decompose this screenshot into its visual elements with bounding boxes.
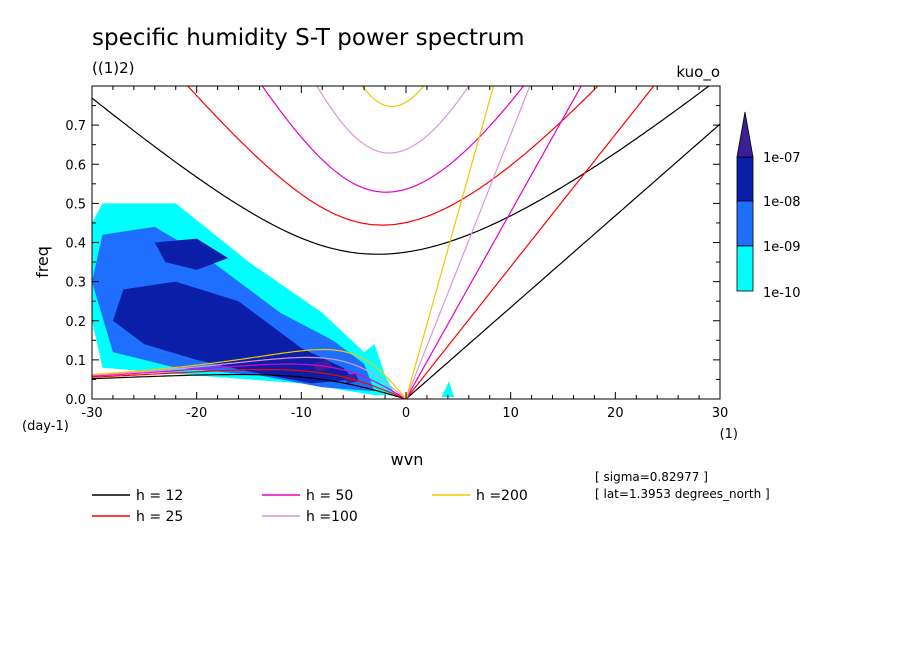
y-tick-label: 0.7 — [65, 119, 86, 134]
x-tick-label: -10 — [291, 406, 312, 421]
chart-subtitle: ((1)2) — [92, 59, 135, 77]
legend-label-2: h = 50 — [306, 488, 353, 504]
x-tick-label: -30 — [81, 406, 102, 421]
x-tick-label: 10 — [502, 406, 519, 421]
kelvin-wave-curve-h200 — [405, 86, 495, 399]
ig-wave-curve-h200 — [361, 86, 425, 108]
colorbar-segment-2 — [736, 156, 754, 203]
colorbar-segment-0 — [736, 245, 754, 292]
x-unit-label: (1) — [720, 427, 738, 442]
y-tick-label: 0.1 — [65, 354, 86, 369]
colorbar-extend-triangle — [736, 111, 754, 158]
ig-wave-curve-h100 — [316, 86, 470, 154]
legend: h = 12 h = 25 h = 50 h =100 h =200 — [92, 488, 528, 525]
ig-wave-curve-h50 — [261, 86, 525, 193]
y-tick-label: 0.5 — [65, 197, 86, 212]
colorbar-label: 1e-08 — [763, 195, 801, 210]
rossby-wave-curve-h25 — [92, 369, 407, 399]
colorbar: 1e-10 1e-09 1e-08 1e-07 — [736, 111, 801, 301]
y-tick-label: 0.4 — [65, 237, 86, 252]
x-tick-label: 30 — [712, 406, 729, 421]
plot-area — [92, 86, 720, 399]
chart-title: specific humidity S-T power spectrum — [92, 25, 524, 51]
y-tick-label: 0.6 — [65, 158, 86, 173]
legend-label-4: h =200 — [476, 488, 528, 504]
axes: -30 -20 -10 0 10 20 30 0.0 0.1 0.2 0.3 0.4 0.5 0.6 0.7 — [65, 85, 729, 421]
ig-wave-curve-h12 — [92, 86, 710, 255]
legend-label-0: h = 12 — [136, 488, 183, 504]
legend-label-3: h =100 — [306, 509, 358, 525]
x-tick-label: 0 — [402, 406, 410, 421]
kelvin-wave-curve-h50 — [405, 86, 582, 399]
y-tick-label: 0.2 — [65, 315, 86, 330]
y-tick-label: 0.0 — [65, 393, 86, 408]
kelvin-wave-curve-h12 — [405, 123, 720, 399]
colorbar-label: 1e-10 — [763, 286, 801, 301]
lat-note: [ lat=1.3953 degrees_north ] — [595, 487, 770, 501]
colorbar-label: 1e-07 — [763, 151, 801, 166]
kelvin-wave-curve-h100 — [405, 86, 531, 399]
plot-inner — [92, 86, 720, 399]
colorbar-label: 1e-09 — [763, 240, 801, 255]
x-tick-label: 20 — [607, 406, 624, 421]
rossby-wave-curve-h12 — [92, 373, 407, 399]
x-tick-label: -20 — [186, 406, 207, 421]
legend-label-1: h = 25 — [136, 509, 183, 525]
colorbar-segment-1 — [736, 200, 754, 247]
rossby-wave-curve-h200 — [92, 348, 407, 399]
run-label: kuo_o — [676, 63, 720, 82]
ig-wave-curve-h25 — [187, 86, 599, 226]
y-tick-label: 0.3 — [65, 276, 86, 291]
rossby-wave-curve-h100 — [92, 356, 407, 399]
x-axis-label: wvn — [391, 450, 424, 469]
y-axis-label: freq — [33, 246, 52, 278]
y-unit-label: (day-1) — [22, 419, 69, 434]
power-region-4 — [154, 238, 229, 270]
sigma-note: [ sigma=0.82977 ] — [595, 470, 708, 484]
kelvin-wave-curve-h25 — [405, 86, 655, 399]
power-region-1 — [441, 381, 455, 397]
rossby-wave-curve-h50 — [92, 363, 407, 399]
